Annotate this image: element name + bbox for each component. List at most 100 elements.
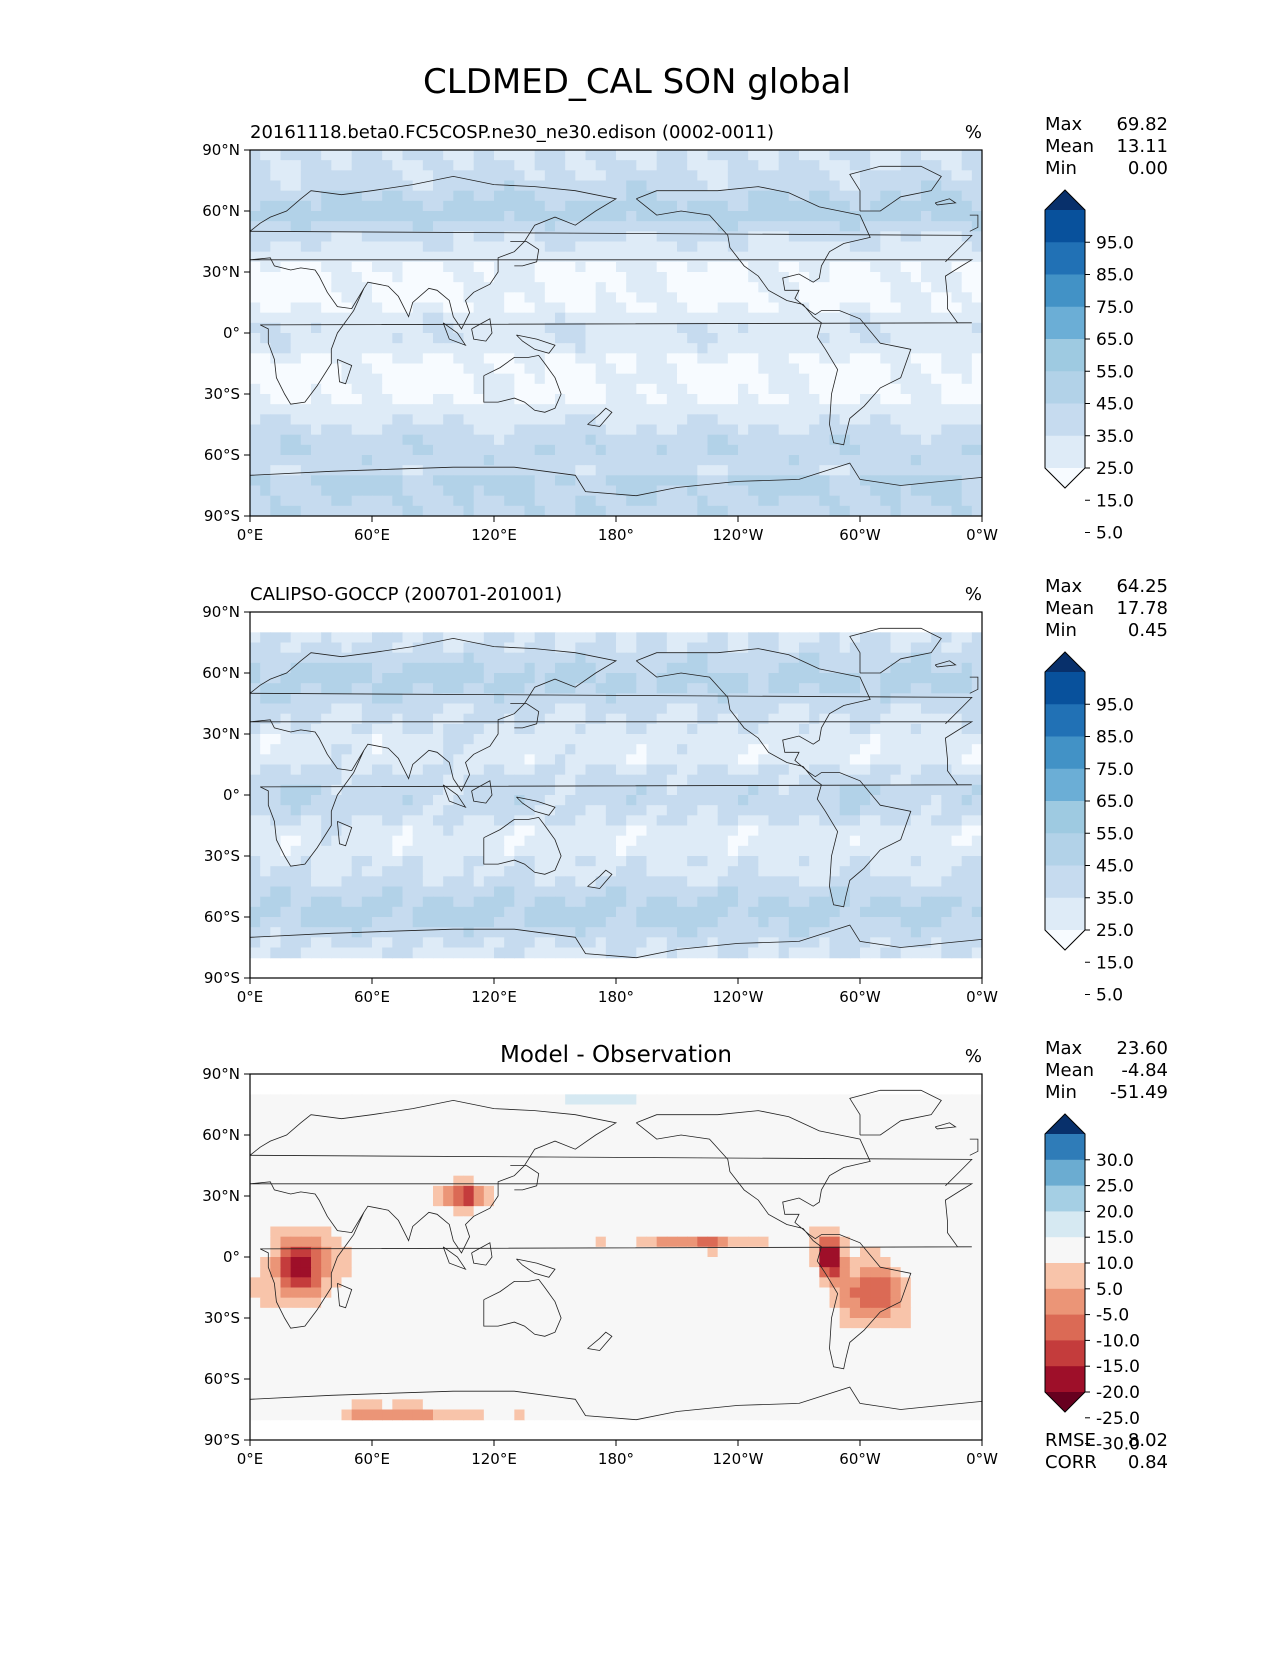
field-cell (748, 917, 759, 928)
field-cell (586, 714, 597, 725)
field-cell (748, 683, 759, 694)
field-cell (840, 744, 851, 755)
field-cell (403, 364, 414, 375)
field-cell (423, 272, 434, 283)
field-cell (728, 160, 739, 171)
field-cell (962, 948, 973, 959)
field-cell (748, 181, 759, 192)
field-cell (331, 754, 342, 765)
field-cell (850, 714, 861, 725)
field-cell (281, 333, 292, 344)
field-cell (840, 663, 851, 674)
field-cell (728, 815, 739, 826)
field-cell (941, 445, 952, 456)
field-cell (362, 673, 373, 684)
field-cell (484, 927, 495, 938)
field-cell (758, 364, 769, 375)
field-cell (891, 211, 902, 222)
field-cell (494, 836, 505, 847)
field-cell (433, 805, 444, 816)
field-cell (403, 948, 414, 959)
field-cell (403, 262, 414, 273)
field-cell (331, 475, 342, 486)
field-cell (545, 252, 556, 263)
field-cell (789, 486, 800, 497)
field-cell (809, 917, 820, 928)
field-cell (484, 775, 495, 786)
field-cell (891, 435, 902, 446)
field-cell (718, 292, 729, 303)
field-cell (687, 486, 698, 497)
field-cell (931, 211, 942, 222)
field-cell (647, 826, 658, 837)
field-cell (870, 435, 881, 446)
field-cell (321, 693, 332, 704)
field-cell (860, 795, 871, 806)
field-cell (779, 775, 790, 786)
field-cell (962, 414, 973, 425)
field-cell (789, 445, 800, 456)
field-cell (769, 815, 780, 826)
colorbar-swatch (1045, 339, 1085, 372)
field-cell (667, 435, 678, 446)
field-cell (504, 414, 515, 425)
field-cell (769, 836, 780, 847)
field-cell (352, 897, 363, 908)
field-cell (606, 643, 617, 654)
panel-subtitle: 20161118.beta0.FC5COSP.ne30_ne30.edison … (250, 122, 774, 143)
field-cell (830, 282, 841, 293)
field-cell (372, 805, 383, 816)
field-cell (474, 856, 485, 867)
field-cell (677, 394, 688, 405)
field-cell (941, 343, 952, 354)
field-cell (555, 292, 566, 303)
field-cell (382, 455, 393, 466)
field-cell (423, 404, 434, 415)
field-cell (901, 374, 912, 385)
field-cell (758, 374, 769, 385)
field-cell (484, 643, 495, 654)
field-cell (270, 272, 281, 283)
field-cell (474, 404, 485, 415)
field-cell (809, 404, 820, 415)
field-cell (799, 917, 810, 928)
field-cell (850, 897, 861, 908)
field-cell (789, 826, 800, 837)
field-cell (494, 754, 505, 765)
field-cell (809, 242, 820, 253)
field-cell (647, 242, 658, 253)
field-cell (769, 866, 780, 877)
field-cell (474, 846, 485, 857)
field-cell (880, 653, 891, 664)
field-cell (687, 292, 698, 303)
field-cell (840, 292, 851, 303)
field-cell (901, 795, 912, 806)
field-cell (708, 948, 719, 959)
field-cell (321, 704, 332, 715)
field-cell (901, 897, 912, 908)
field-cell (443, 826, 454, 837)
field-cell (321, 475, 332, 486)
field-cell (331, 673, 342, 684)
field-cell (443, 876, 454, 887)
field-cell (850, 425, 861, 436)
field-cell (809, 744, 820, 755)
field-cell (647, 150, 658, 161)
field-cell (952, 765, 963, 776)
field-cell (809, 724, 820, 735)
field-cell (972, 242, 983, 253)
field-cell (372, 632, 383, 643)
field-cell (901, 435, 912, 446)
field-cell (413, 805, 424, 816)
field-cell (453, 724, 464, 735)
field-cell (301, 252, 312, 263)
field-cell (891, 765, 902, 776)
field-cell (758, 775, 769, 786)
field-cell (301, 272, 312, 283)
field-cell (708, 384, 719, 395)
field-cell (819, 170, 830, 181)
field-cell (504, 191, 515, 202)
field-cell (911, 364, 922, 375)
field-cell (972, 425, 983, 436)
field-cell (850, 343, 861, 354)
